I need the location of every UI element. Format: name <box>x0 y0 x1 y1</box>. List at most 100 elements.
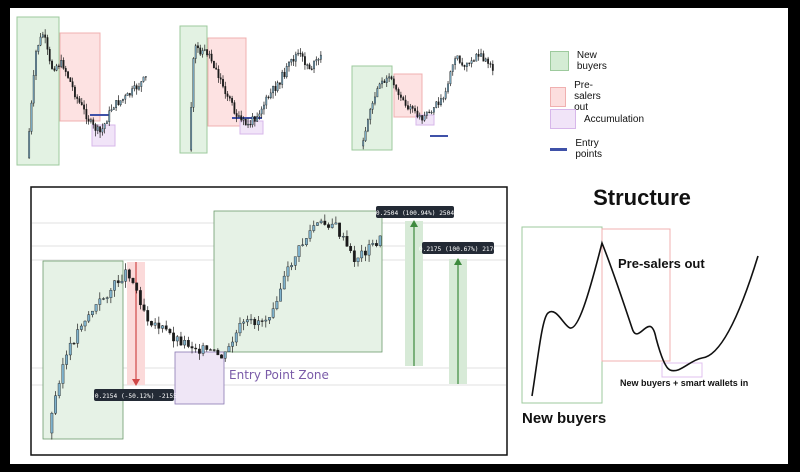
candle-body <box>124 95 127 100</box>
candle-body <box>418 115 421 118</box>
candle-body <box>267 96 270 98</box>
candle-body <box>463 65 466 67</box>
candle-body <box>249 123 252 126</box>
candle-body <box>179 336 183 346</box>
candle-body <box>228 96 231 99</box>
candle-body <box>258 113 261 117</box>
mini-chart-3 <box>351 48 494 151</box>
candle-body <box>251 116 254 126</box>
candle-body <box>308 230 312 239</box>
candle-body <box>279 288 282 302</box>
candle-body <box>310 68 313 70</box>
candle-body <box>142 76 145 82</box>
mini1-presale-zone <box>59 32 101 122</box>
candle-body <box>276 82 279 91</box>
candle-body <box>135 85 138 90</box>
candle-body <box>190 346 194 349</box>
candle-body <box>461 62 464 66</box>
candle-body <box>447 83 449 92</box>
structure-accumulation-zone <box>661 362 703 378</box>
candle-body <box>428 111 431 113</box>
candle-body <box>477 53 480 57</box>
candle-body <box>470 60 473 64</box>
candle-body <box>271 308 275 318</box>
candle-body <box>301 244 305 246</box>
candle-body <box>124 269 128 282</box>
candle-body <box>110 109 113 111</box>
candle-body <box>356 257 360 262</box>
candle-body <box>253 116 256 122</box>
candle-body <box>414 108 416 112</box>
candle-body <box>238 323 242 334</box>
candle-body <box>87 118 90 122</box>
candle-body <box>278 82 281 85</box>
candle-body <box>297 52 300 55</box>
candle-body <box>244 118 247 126</box>
candle-body <box>304 56 306 66</box>
candle-body <box>304 238 308 246</box>
candle-body <box>216 349 220 356</box>
candle-body <box>330 223 334 228</box>
main-growth-zone <box>213 210 383 353</box>
candle-body <box>430 111 433 114</box>
candle-body <box>72 342 76 345</box>
candle-body <box>102 298 105 300</box>
candle-body <box>197 45 199 49</box>
candle-body <box>475 53 478 62</box>
candle-body <box>260 108 263 115</box>
candle-body <box>190 107 193 151</box>
candle-body <box>308 64 311 70</box>
candle-body <box>402 97 405 101</box>
candle-body <box>421 115 424 121</box>
legend-label-new-buyers: New buyers <box>576 50 607 72</box>
candle-body <box>275 301 279 309</box>
candle-body <box>62 60 65 69</box>
candle-body <box>55 65 58 71</box>
candle-body <box>292 58 295 62</box>
candle-body <box>57 383 61 396</box>
candle-body <box>456 55 459 59</box>
candle-body <box>297 245 301 257</box>
candle-body <box>113 280 116 291</box>
candle-body <box>69 77 72 82</box>
candle-body <box>67 71 69 78</box>
candle-body <box>138 86 140 90</box>
candle-body <box>242 118 245 121</box>
measure-up-badge-1 <box>376 206 454 218</box>
candle-body <box>122 98 124 101</box>
infographic-canvas: Entry Point Zone -0.2154 (-50.12%) -2155… <box>10 8 788 464</box>
measure-up-label-1: 0.2504 (100.94%) 2504 <box>376 210 455 217</box>
candle-body <box>32 75 35 104</box>
candle-body <box>46 37 49 50</box>
legend-label-presale: Pre-salers out <box>574 80 601 113</box>
candle-body <box>30 102 33 132</box>
candle-body <box>140 81 143 87</box>
mini2-presale-zone <box>207 37 247 127</box>
structure-new-buyers-label: New buyers <box>522 410 606 427</box>
candle-body <box>395 84 398 90</box>
candle-body <box>371 102 374 110</box>
candle-body <box>226 93 229 97</box>
candle-body <box>283 71 286 78</box>
candle-body <box>109 290 113 298</box>
candle-body <box>432 107 435 113</box>
candle-body <box>215 67 218 70</box>
candle-body <box>74 86 76 98</box>
candle-body <box>366 119 369 132</box>
candle-body <box>157 322 161 329</box>
candle-body <box>85 109 88 120</box>
candle-body <box>219 77 222 80</box>
candle-body <box>101 128 104 133</box>
candle-body <box>39 36 42 46</box>
candle-body <box>409 106 412 110</box>
candle-body <box>491 63 494 71</box>
candle-body <box>212 60 215 69</box>
candle-body <box>468 62 471 64</box>
candle-body <box>65 354 69 365</box>
candle-body <box>138 290 142 306</box>
candle-body <box>352 250 356 262</box>
candle-body <box>205 345 209 350</box>
candle-body <box>76 329 80 344</box>
candle-body <box>465 62 468 67</box>
candle-body <box>91 310 94 315</box>
